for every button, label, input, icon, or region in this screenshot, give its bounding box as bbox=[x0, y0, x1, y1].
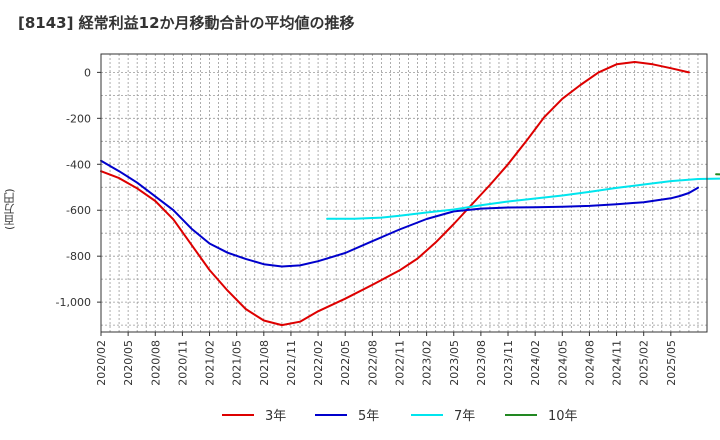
y-tick-label: -600 bbox=[66, 204, 91, 217]
x-tick-label: 2024/02 bbox=[529, 340, 542, 386]
series-line-3年 bbox=[100, 61, 690, 327]
y-axis-ticks: 0 -200 -400 -600 -800 -1,000 bbox=[56, 66, 101, 309]
x-tick-label: 2024/11 bbox=[611, 340, 624, 386]
x-tick-label: 2021/08 bbox=[258, 340, 271, 386]
x-tick-label: 2020/05 bbox=[122, 340, 135, 386]
x-tick-label: 2023/08 bbox=[475, 340, 488, 386]
series-lines bbox=[100, 61, 720, 327]
x-tick-label: 2021/02 bbox=[204, 340, 217, 386]
x-tick-label: 2023/05 bbox=[448, 340, 461, 386]
x-tick-label: 2020/08 bbox=[149, 340, 162, 386]
legend-label: 10年 bbox=[548, 409, 578, 424]
x-tick-label: 2021/05 bbox=[231, 340, 244, 386]
x-tick-label: 2024/05 bbox=[556, 340, 569, 386]
y-tick-label: -200 bbox=[66, 112, 91, 125]
y-tick-label: -400 bbox=[66, 158, 91, 171]
x-tick-label: 2025/05 bbox=[665, 340, 678, 386]
x-tick-label: 2020/02 bbox=[95, 340, 108, 386]
legend: 3年 5年 7年 10年 bbox=[222, 409, 578, 424]
legend-label: 3年 bbox=[265, 409, 286, 424]
y-tick-label: -800 bbox=[66, 250, 91, 263]
x-tick-label: 2025/02 bbox=[638, 340, 651, 386]
chart-title: [8143] 経常利益12か月移動合計の平均値の推移 bbox=[18, 14, 355, 32]
x-axis-ticks: 2020/02 2020/05 2020/08 2020/11 2021/02 2021/… bbox=[95, 332, 678, 386]
plot-border bbox=[100, 53, 708, 333]
x-tick-label: 2021/11 bbox=[285, 340, 298, 386]
series-line-7年 bbox=[326, 177, 720, 220]
plot-area bbox=[101, 54, 707, 332]
x-tick-label: 2022/02 bbox=[312, 340, 325, 386]
x-tick-label: 2020/11 bbox=[176, 340, 189, 386]
x-tick-label: 2023/11 bbox=[502, 340, 515, 386]
legend-label: 5年 bbox=[358, 409, 379, 424]
x-tick-label: 2022/11 bbox=[393, 340, 406, 386]
x-tick-label: 2022/05 bbox=[339, 340, 352, 386]
x-tick-label: 2024/08 bbox=[583, 340, 596, 386]
horizontal-gridlines bbox=[101, 71, 707, 326]
y-tick-label: -1,000 bbox=[56, 296, 91, 309]
series-line-5年 bbox=[100, 159, 699, 268]
x-tick-label: 2022/08 bbox=[366, 340, 379, 386]
x-tick-label: 2023/02 bbox=[421, 340, 434, 386]
y-tick-label: 0 bbox=[84, 66, 91, 79]
legend-label: 7年 bbox=[454, 409, 475, 424]
